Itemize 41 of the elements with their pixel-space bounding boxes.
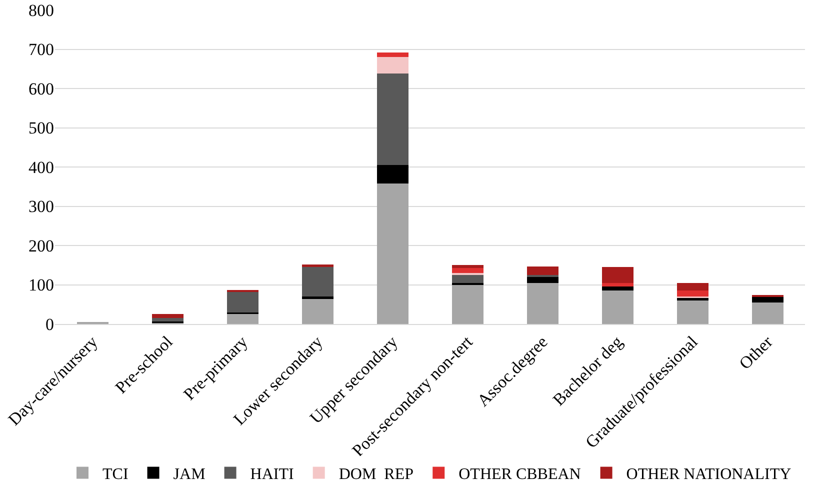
bar [376, 52, 408, 58]
legend-label: OTHER CBBEAN [458, 466, 582, 484]
bar [602, 290, 634, 324]
bar [226, 313, 258, 324]
bar [676, 290, 708, 297]
legend-label: TCI [102, 466, 128, 484]
bar [302, 266, 334, 297]
legend-label: DOM REP [338, 466, 414, 484]
legend-label: HAITI [250, 466, 294, 484]
bar [526, 282, 558, 324]
legend-label: OTHER NATIONALITY [626, 466, 792, 484]
bar [302, 264, 334, 267]
bar [152, 318, 184, 322]
bar [452, 274, 484, 283]
y-tick-label: 300 [28, 197, 54, 216]
y-tick-label: 400 [28, 158, 54, 177]
bar [452, 265, 484, 268]
bar [452, 284, 484, 324]
y-tick-label: 500 [28, 118, 54, 138]
bar [752, 296, 784, 302]
bar [376, 183, 408, 324]
bar [376, 74, 408, 166]
y-tick-label: 0 [46, 314, 54, 334]
bar [226, 291, 258, 313]
bar [526, 276, 558, 283]
y-tick-label: 700 [28, 40, 54, 60]
bar [676, 282, 708, 291]
bar [602, 286, 634, 291]
bar [376, 57, 408, 74]
y-tick-label: 100 [28, 276, 54, 295]
y-tick-label: 600 [28, 79, 54, 98]
bar [152, 314, 184, 318]
bar [752, 302, 784, 324]
y-tick-label: 800 [28, 0, 54, 20]
bar [376, 165, 408, 184]
y-tick-label: 200 [28, 236, 54, 256]
bar [302, 298, 334, 324]
legend-label: JAM [173, 466, 206, 484]
bar [602, 267, 634, 283]
bar [526, 266, 558, 275]
bar [676, 300, 708, 324]
